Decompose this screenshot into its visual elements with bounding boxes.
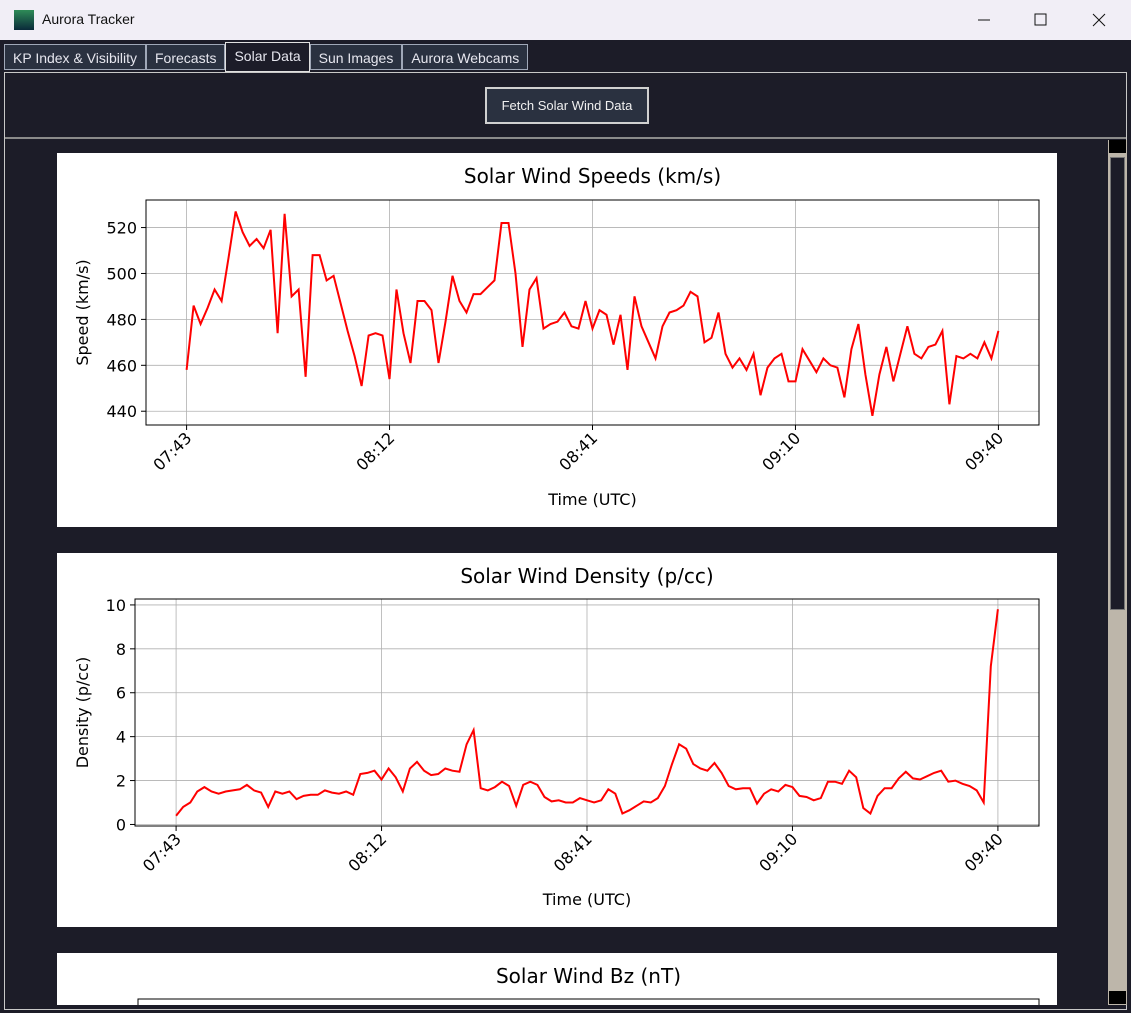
window-title: Aurora Tracker	[42, 11, 135, 27]
app-icon	[14, 10, 34, 30]
tab[interactable]: Solar Data	[225, 42, 310, 72]
scroll-thumb[interactable]	[1110, 157, 1125, 610]
tab[interactable]: Aurora Webcams	[402, 44, 529, 70]
y-tick-label: 460	[106, 356, 137, 375]
chart-title: Solar Wind Density (p/cc)	[460, 564, 713, 588]
fetch-button[interactable]: Fetch Solar Wind Data	[485, 87, 649, 124]
tab-bar: KP Index & Visibility Forecasts Solar Data…	[4, 42, 529, 72]
x-axis-label: Time (UTC)	[547, 490, 636, 509]
chart-title: Solar Wind Speeds (km/s)	[464, 164, 721, 188]
close[interactable]	[1092, 13, 1106, 27]
y-tick-label: 4	[116, 728, 126, 747]
y-axis-label: Density (p/cc)	[73, 657, 92, 769]
window-controls	[978, 13, 1106, 27]
chart-panel	[57, 153, 1057, 527]
y-tick-label: 2	[116, 772, 126, 791]
plot-frame	[145, 199, 1040, 426]
x-axis-label: Time (UTC)	[542, 890, 631, 909]
y-tick-label: 480	[106, 310, 137, 329]
tab[interactable]: KP Index & Visibility	[4, 44, 146, 70]
chart-panel	[57, 553, 1057, 927]
data-line	[185, 211, 1000, 416]
y-tick-label: 500	[106, 264, 137, 283]
tab[interactable]: Sun Images	[309, 44, 403, 70]
y-axis-label: Speed (km/s)	[73, 259, 92, 365]
tab[interactable]: Forecasts	[146, 44, 226, 70]
chart-panel	[57, 953, 1057, 1005]
scroll-up[interactable]	[1109, 140, 1126, 153]
plot-frame	[134, 598, 1040, 827]
y-tick-label: 520	[106, 219, 137, 238]
maximize[interactable]	[1034, 13, 1047, 26]
scrollbar[interactable]	[1108, 140, 1127, 1005]
y-tick-label: 440	[106, 402, 137, 421]
data-line	[175, 609, 999, 817]
scroll-down[interactable]	[1109, 991, 1126, 1004]
y-tick-label: 0	[116, 815, 126, 834]
title-bar: Aurora Tracker	[0, 0, 1131, 40]
y-tick-label: 6	[116, 684, 126, 703]
chart-title: Solar Wind Bz (nT)	[496, 964, 681, 988]
plot-frame	[137, 998, 1040, 1005]
charts-area: Solar Wind Speeds (km/s) Time (UTC) Speed …	[57, 153, 1057, 1005]
y-tick-label: 10	[106, 596, 126, 615]
y-tick-label: 8	[116, 640, 126, 659]
separator	[5, 137, 1126, 139]
